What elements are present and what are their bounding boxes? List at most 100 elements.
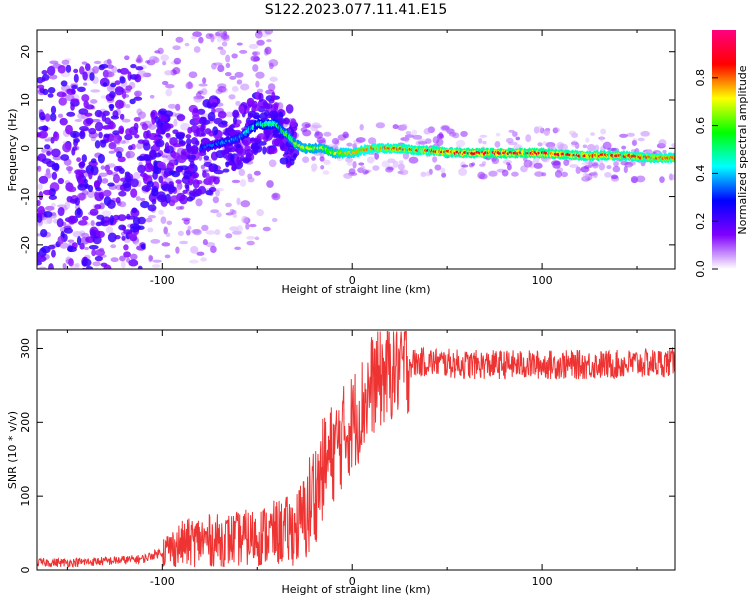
spectrogram-blob — [147, 227, 154, 233]
spectrogram-blob — [74, 169, 83, 175]
spectrogram-blob — [41, 125, 48, 132]
spectrogram-blob — [405, 131, 412, 135]
spectrogram-blob — [271, 111, 278, 119]
spectrogram-blob — [158, 175, 164, 184]
spectrogram-blob — [217, 46, 224, 50]
spectrogram-blob — [44, 113, 51, 122]
spectrogram-blob — [268, 159, 277, 168]
spectrogram-blob — [372, 165, 380, 171]
snr-plot-frame — [36, 329, 676, 571]
spectrogram-blob — [81, 154, 87, 163]
spectrogram-blob — [210, 151, 218, 161]
spectrogram-blob — [47, 87, 56, 94]
spectrogram-blob — [148, 254, 153, 263]
spectrogram-blob — [187, 81, 193, 89]
spectrogram-blob — [266, 39, 272, 43]
spectrogram-blob — [631, 177, 637, 183]
spectrogram-blob — [586, 143, 596, 152]
spectrogram-blob — [41, 70, 48, 75]
spectrogram-blob — [247, 177, 255, 183]
spectrogram-blob — [533, 162, 543, 169]
spectrogram-blob — [104, 164, 111, 172]
spectrogram-blob — [264, 30, 274, 35]
spectrogram-blob — [256, 39, 265, 46]
spectrogram-blob — [61, 270, 69, 276]
spectrogram-blob — [190, 245, 199, 254]
spectrogram-blob — [319, 156, 325, 162]
spectrogram-blob — [121, 235, 126, 241]
spectrogram-blob — [268, 98, 275, 104]
spectrogram-blob — [134, 73, 142, 83]
spectrogram-blob — [254, 236, 260, 241]
spectrogram-blob — [73, 138, 80, 143]
spectrogram-blob — [257, 133, 267, 140]
spectrogram-blob — [88, 244, 99, 250]
spectrogram-blob — [119, 67, 129, 75]
spectrogram-blob — [61, 279, 67, 285]
spectrogram-blob — [189, 160, 195, 169]
spectrogram-blob — [57, 64, 66, 74]
spectrogram-blob — [558, 143, 568, 151]
spectrogram-blob — [59, 117, 68, 126]
spectrogram-blob — [67, 239, 75, 243]
spectrogram-blob — [106, 199, 116, 209]
spectrogram-blob — [494, 140, 501, 148]
spectrogram-blob — [150, 239, 161, 244]
spectrogram-blob — [71, 88, 76, 95]
spectrogram-blob — [89, 208, 99, 216]
spectrogram-blob — [602, 141, 612, 150]
spectrogram-blob — [432, 156, 438, 163]
spectrogram-blob — [252, 64, 259, 72]
spectrogram-blob — [183, 170, 192, 180]
spectrogram-blob — [156, 161, 166, 169]
spectrogram-blob — [118, 190, 127, 197]
spectrogram-blob — [637, 137, 645, 142]
spectrogram-blob — [161, 80, 169, 86]
spectrogram-blob — [49, 60, 59, 65]
spectrogram-blob — [523, 159, 533, 168]
spectrogram-blob — [110, 244, 117, 249]
snr-y-tick-label: 200 — [19, 412, 32, 433]
spectrogram-blob — [38, 175, 49, 184]
spectrogram-blob — [121, 118, 131, 123]
spectrogram-blob — [255, 80, 260, 88]
spectrogram-blob — [79, 126, 89, 132]
spectrogram-blob — [81, 61, 88, 65]
spectrogram-blob — [253, 56, 261, 62]
spectrogram-blob — [441, 125, 450, 131]
spectrogram-blob — [67, 246, 77, 253]
spectrogram-blob — [138, 111, 147, 119]
spectrogram-blob — [238, 168, 246, 177]
spectrogram-blob — [590, 132, 596, 136]
spectrogram-blob — [135, 196, 141, 201]
spectrogram-blob — [231, 85, 239, 92]
spectrogram-blob — [71, 84, 78, 90]
spectrogram-blob — [84, 246, 89, 251]
spectrogram-blob — [140, 197, 146, 202]
spectrogram-blob — [43, 270, 52, 275]
spectrogram-blob — [164, 254, 171, 259]
spectrogram-blob — [214, 229, 221, 236]
spectrogram-blob — [162, 122, 171, 132]
spectrogram-blob — [229, 208, 235, 214]
spectrogram-blob — [169, 195, 180, 203]
spectrogram-blob — [512, 131, 518, 137]
spectrogram-blob — [135, 142, 144, 150]
spectrogram-blob — [411, 129, 418, 136]
snr-y-tick-label: 0 — [19, 567, 32, 574]
spectrogram-blob — [123, 244, 129, 251]
spectrogram-blob — [121, 277, 128, 284]
spectrogram-blob — [50, 105, 57, 115]
spectrogram-blob — [279, 157, 289, 165]
spectrogram-blob — [37, 132, 42, 138]
spectrogram-blob — [37, 165, 42, 172]
spectrogram-blob — [162, 158, 169, 163]
spectrogram-blob — [137, 164, 146, 174]
spectrogram-blob — [47, 93, 54, 98]
spectrogram-blob — [222, 168, 230, 173]
spectrogram-blob — [348, 168, 356, 175]
spectrogram-blob — [619, 133, 628, 138]
spectrogram-blob — [112, 133, 122, 144]
spectrogram-blob — [76, 236, 82, 246]
spectrogram-blob — [90, 158, 97, 164]
